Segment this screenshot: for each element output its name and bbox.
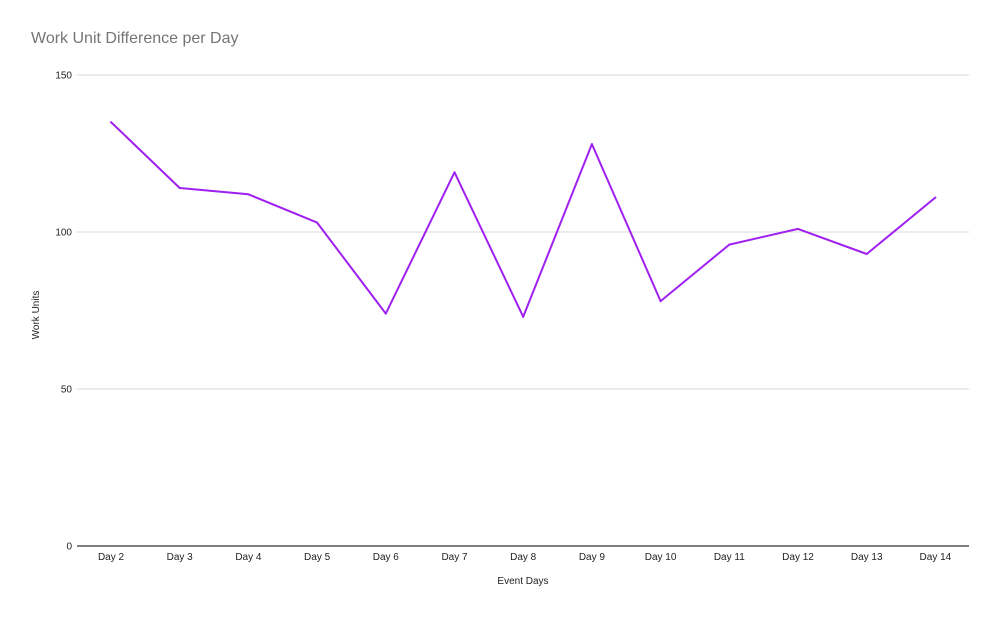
- y-tick-label: 100: [55, 228, 72, 239]
- x-tick-label: Day 8: [510, 552, 537, 563]
- data-point: [384, 312, 387, 315]
- data-point: [522, 315, 525, 318]
- data-point: [934, 196, 937, 199]
- x-tick-label: Day 3: [167, 552, 194, 563]
- x-tick-label: Day 12: [782, 552, 814, 563]
- x-tick-label: Day 14: [920, 552, 952, 563]
- x-tick-label: Day 10: [645, 552, 677, 563]
- data-point: [453, 171, 456, 174]
- x-axis-title: Event Days: [497, 576, 548, 587]
- data-point: [659, 300, 662, 303]
- y-tick-label: 150: [55, 71, 72, 82]
- data-point: [178, 187, 181, 190]
- x-tick-labels: Day 2 Day 3 Day 4 Day 5 Day 6 Day 7 Day 8 Day 9…: [98, 552, 952, 563]
- y-tick-label: 50: [61, 385, 73, 396]
- data-point: [110, 121, 112, 124]
- y-tick-labels: 0 50 100 150: [55, 71, 72, 553]
- data-point: [865, 252, 868, 255]
- x-tick-label: Day 4: [235, 552, 262, 563]
- series-layer: [110, 121, 937, 318]
- y-tick-label: 0: [66, 542, 72, 553]
- y-axis-title: Work Units: [31, 291, 42, 340]
- x-tick-label: Day 13: [851, 552, 883, 563]
- x-tick-label: Day 6: [373, 552, 400, 563]
- x-tick-label: Day 7: [441, 552, 468, 563]
- x-tick-label: Day 9: [579, 552, 606, 563]
- data-point: [590, 143, 593, 146]
- data-point: [247, 193, 250, 196]
- gridlines: [77, 74, 969, 547]
- chart-title: Work Unit Difference per Day: [31, 30, 239, 47]
- x-tick-label: Day 5: [304, 552, 331, 563]
- data-point: [728, 243, 731, 246]
- x-tick-label: Day 11: [714, 552, 745, 563]
- data-point: [797, 227, 799, 230]
- x-tick-label: Day 2: [98, 552, 125, 563]
- series-line: [110, 121, 937, 318]
- data-point: [316, 221, 319, 224]
